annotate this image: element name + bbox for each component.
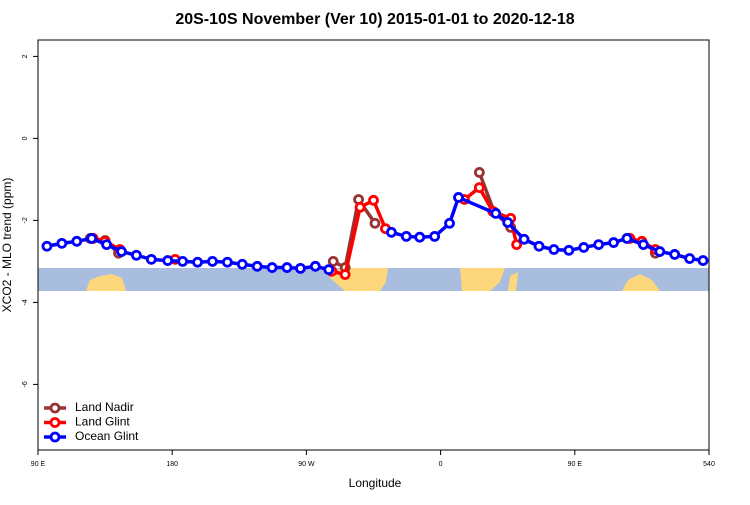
data-point	[684, 253, 696, 264]
land-shape	[86, 274, 126, 291]
data-point	[563, 244, 575, 256]
land-shape	[508, 272, 518, 291]
data-point	[116, 246, 127, 257]
data-point	[131, 249, 142, 261]
data-point	[697, 255, 709, 266]
data-point	[400, 230, 412, 242]
data-point	[490, 208, 502, 219]
x-axis-label: Longitude	[349, 476, 402, 490]
plot-frame	[37, 39, 710, 451]
data-point	[453, 192, 464, 203]
data-point	[473, 182, 485, 194]
data-point	[354, 201, 366, 213]
data-point	[162, 255, 174, 266]
x-tick-label: 90 E	[31, 461, 46, 468]
series-line	[332, 197, 377, 270]
data-point	[71, 235, 83, 247]
data-point	[192, 256, 203, 268]
data-point	[327, 255, 339, 267]
data-point	[369, 217, 381, 229]
data-point	[295, 262, 306, 274]
data-point	[251, 260, 263, 272]
data-point	[414, 231, 426, 243]
legend-marker	[49, 402, 61, 414]
data-point	[323, 264, 335, 276]
data-point	[385, 226, 397, 238]
data-point	[621, 233, 633, 244]
data-point	[236, 258, 248, 270]
data-point	[309, 260, 321, 272]
land-shape	[622, 274, 660, 291]
data-point	[444, 217, 455, 229]
y-tick-label: -2	[22, 217, 29, 223]
legend-marker	[49, 417, 61, 428]
data-point	[578, 242, 590, 253]
x-tick-label: 540	[703, 461, 715, 468]
x-tick-label: 180	[166, 461, 178, 468]
data-point	[86, 233, 98, 244]
y-tick-label: 2	[22, 54, 29, 58]
y-axis-label: XCO2 - MLO trend (ppm)	[0, 178, 14, 313]
data-point	[548, 244, 560, 255]
x-tick-label: 90 E	[568, 461, 583, 468]
data-point	[511, 239, 523, 250]
data-point	[177, 255, 189, 267]
legend-label: Land Glint	[75, 415, 130, 429]
data-point	[473, 167, 485, 178]
y-tick-label: -4	[22, 299, 29, 305]
data-point	[221, 256, 233, 268]
data-point	[593, 239, 605, 250]
data-point	[533, 240, 545, 252]
legend-label: Land Nadir	[75, 400, 134, 414]
x-tick-label: 90 W	[298, 461, 315, 468]
chart-title: 20S-10S November (Ver 10) 2015-01-01 to …	[175, 11, 574, 28]
data-point	[281, 262, 293, 273]
y-tick-label: -6	[22, 381, 29, 387]
data-point	[41, 240, 53, 252]
data-point	[429, 230, 441, 242]
data-point	[207, 255, 218, 267]
data-point	[339, 269, 351, 280]
data-point	[266, 262, 278, 273]
data-point	[145, 253, 157, 265]
data-point	[368, 194, 379, 206]
data-point	[654, 246, 666, 257]
data-point	[56, 237, 68, 249]
legend-label: Ocean Glint	[75, 429, 139, 443]
data-point	[669, 249, 681, 260]
data-point	[608, 237, 619, 248]
land-mask-strip	[38, 268, 709, 291]
land-shape	[460, 268, 505, 291]
data-point	[637, 239, 649, 250]
legend-marker	[49, 431, 61, 443]
data-point	[518, 233, 530, 245]
x-tick-label: 0	[439, 461, 443, 468]
data-point	[502, 217, 514, 228]
data-point	[101, 239, 112, 250]
y-tick-label: 0	[22, 136, 29, 140]
